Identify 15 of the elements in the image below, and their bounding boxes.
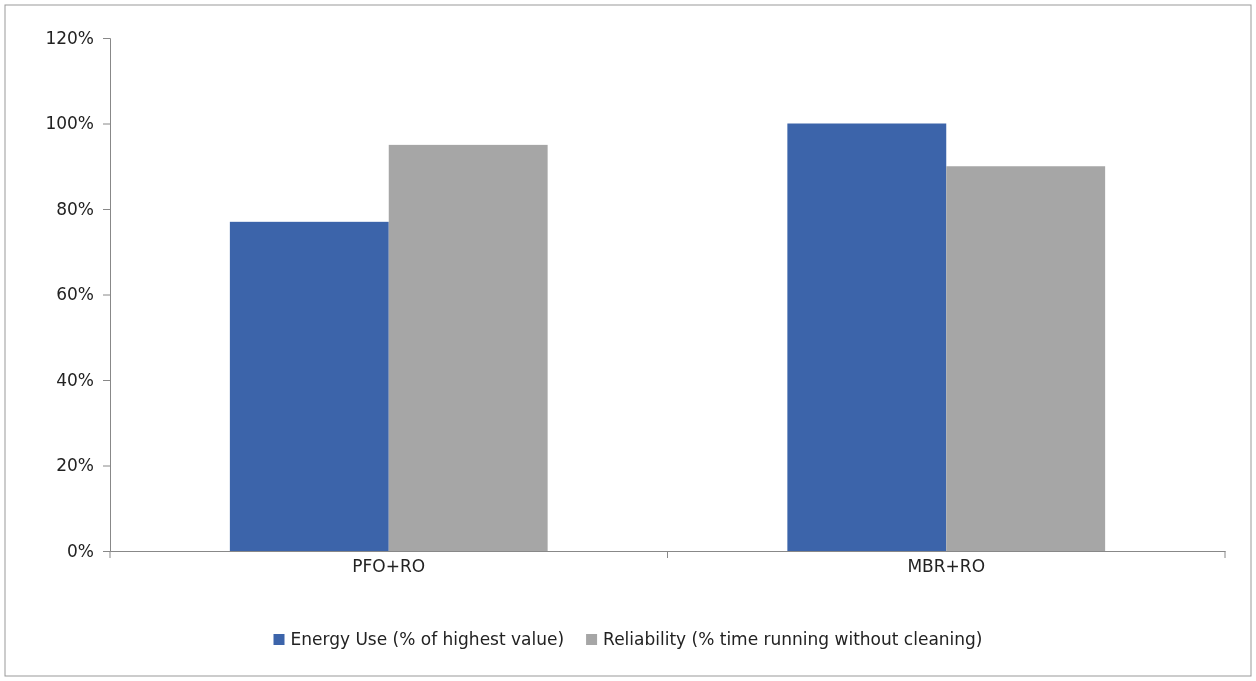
bar <box>787 123 947 551</box>
y-tick-label: 60% <box>56 284 94 305</box>
legend-label: Energy Use (% of highest value) <box>290 629 565 649</box>
y-tick-label: 20% <box>56 455 94 476</box>
y-tick-label: 100% <box>45 113 94 134</box>
y-tick-label: 120% <box>45 27 94 48</box>
y-tick-label: 0% <box>67 540 94 561</box>
bar <box>946 166 1106 551</box>
legend-label: Reliability (% time running without cleaning) <box>603 629 983 649</box>
x-tick-label: PFO+RO <box>352 556 426 576</box>
y-tick-label: 40% <box>56 369 94 390</box>
x-tick-label: MBR+RO <box>907 556 986 576</box>
bar <box>229 221 389 551</box>
bar <box>388 144 548 551</box>
y-tick-label: 80% <box>56 198 94 219</box>
